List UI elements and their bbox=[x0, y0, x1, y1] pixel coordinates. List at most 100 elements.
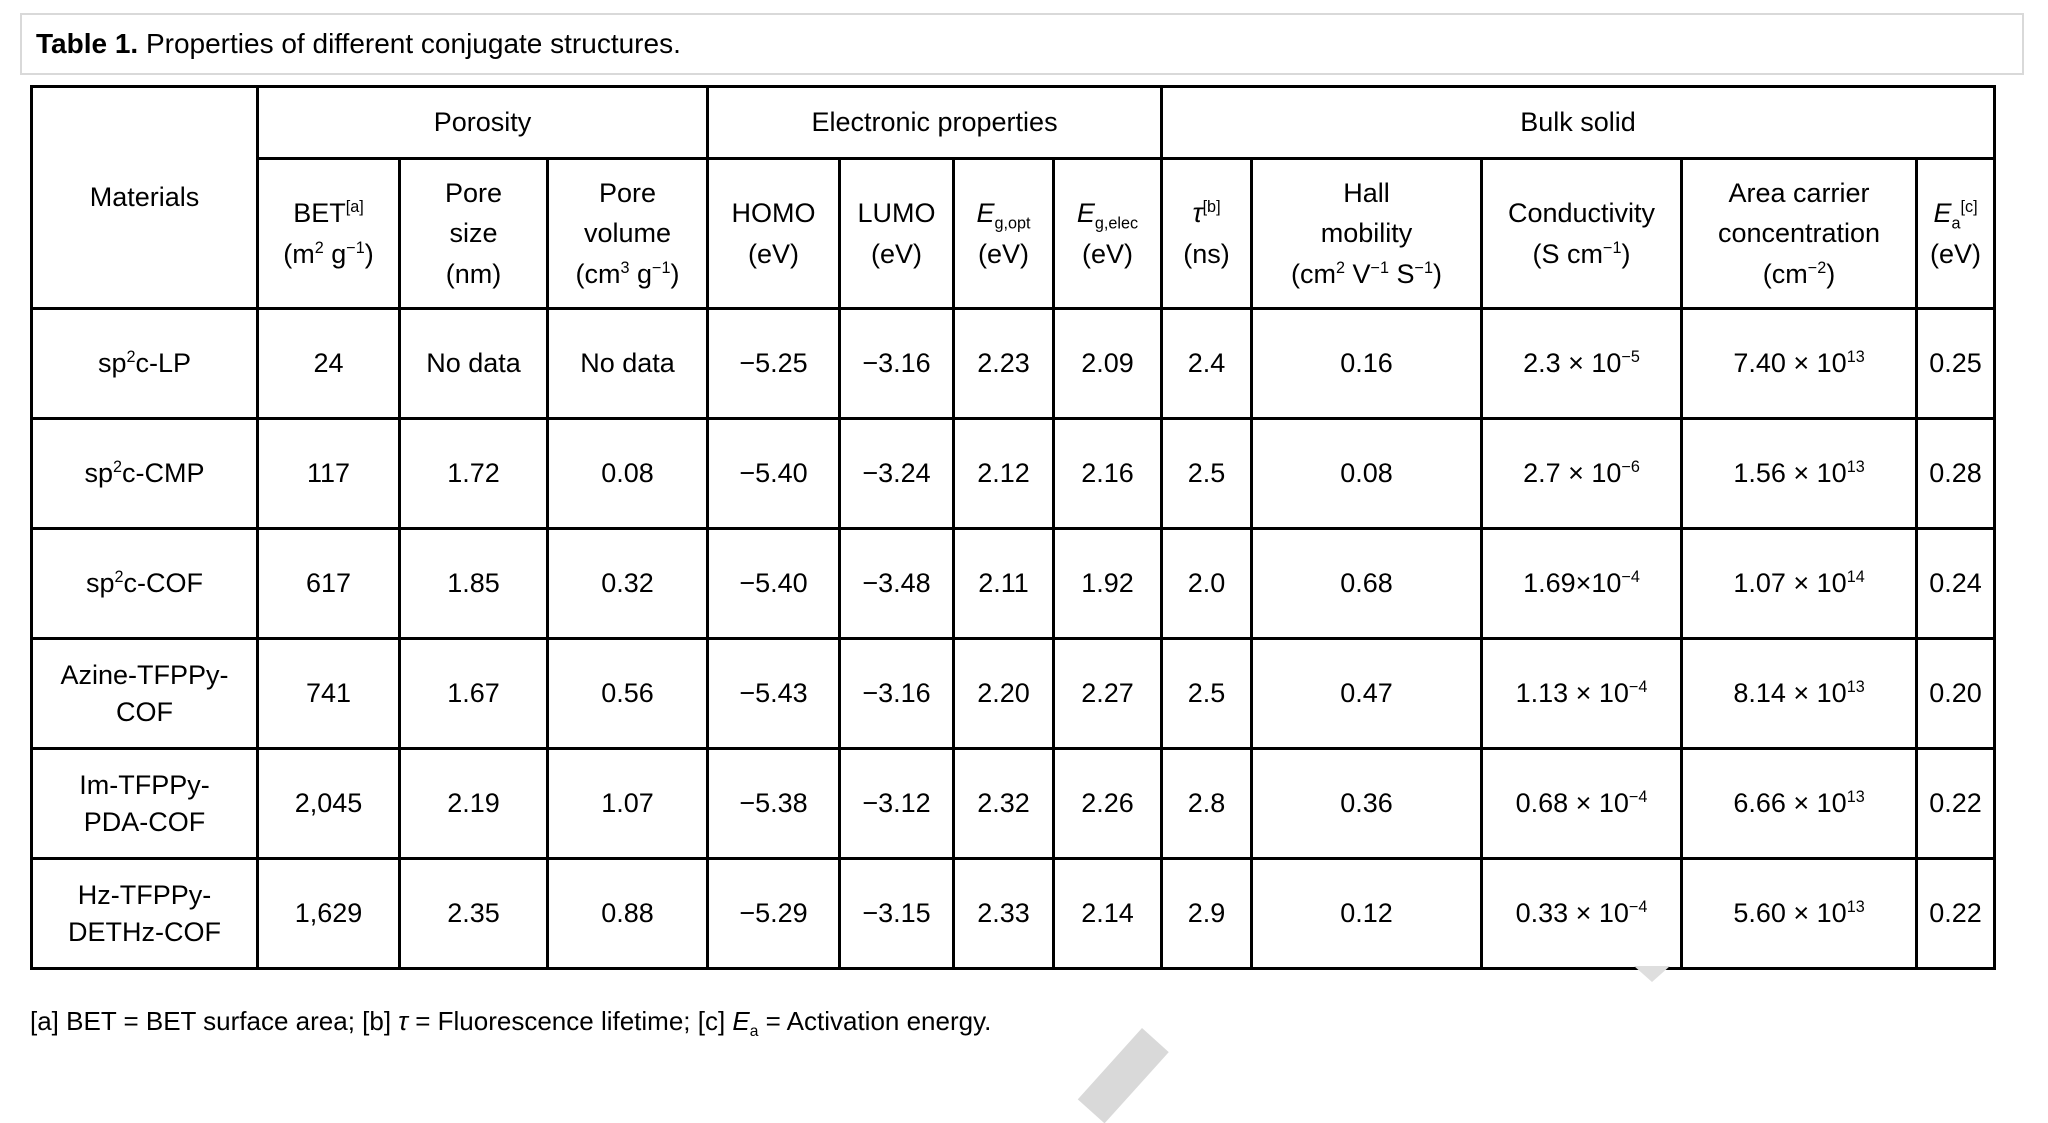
value-cell: −3.24 bbox=[838, 417, 956, 530]
value-cell: 0.12 bbox=[1250, 857, 1484, 970]
value-cell: −5.40 bbox=[706, 417, 842, 530]
value-cell: 2.5 bbox=[1160, 417, 1254, 530]
watermark-triangle-icon bbox=[1634, 966, 1670, 982]
value-cell: 2.35 bbox=[398, 857, 549, 970]
properties-table: Materials Porosity Electronic properties… bbox=[30, 85, 1997, 970]
value-cell: 5.60 × 1013 bbox=[1680, 857, 1919, 970]
value-cell: 2.9 bbox=[1160, 857, 1254, 970]
value-cell: 0.25 bbox=[1915, 307, 1997, 420]
value-cell: 2.3 × 10−5 bbox=[1480, 307, 1684, 420]
value-cell: 0.68 × 10−4 bbox=[1480, 747, 1684, 860]
value-cell: 2.23 bbox=[952, 307, 1056, 420]
value-cell: −3.12 bbox=[838, 747, 956, 860]
value-cell: 6.66 × 1013 bbox=[1680, 747, 1919, 860]
value-cell: 1.92 bbox=[1052, 527, 1164, 640]
value-cell: 1.67 bbox=[398, 637, 549, 750]
col-header-eg-elec: Eg,elec (eV) bbox=[1052, 157, 1164, 310]
value-cell: No data bbox=[545, 307, 710, 420]
material-cell: sp2c-LP bbox=[30, 307, 259, 420]
value-cell: 617 bbox=[256, 527, 401, 640]
col-header-pore-volume: Pore volume (cm3 g−1) bbox=[545, 157, 710, 310]
caption-text: Properties of different conjugate struct… bbox=[138, 28, 681, 59]
value-cell: 0.16 bbox=[1250, 307, 1484, 420]
value-cell: 1.07 × 1014 bbox=[1680, 527, 1919, 640]
value-cell: −5.38 bbox=[706, 747, 842, 860]
value-cell: No data bbox=[398, 307, 549, 420]
col-header-hall-mobility: Hall mobility (cm2 V−1 S−1) bbox=[1250, 157, 1484, 310]
value-cell: 741 bbox=[256, 637, 401, 750]
material-cell: Hz-TFPPy- DETHz-COF bbox=[30, 857, 259, 970]
material-cell: Azine-TFPPy- COF bbox=[30, 637, 259, 750]
value-cell: 0.28 bbox=[1915, 417, 1997, 530]
material-cell: Im-TFPPy- PDA-COF bbox=[30, 747, 259, 860]
value-cell: 2.09 bbox=[1052, 307, 1164, 420]
table-row: sp2c-CMP 117 1.72 0.08 −5.40 −3.24 2.12 2.16 2.5… bbox=[30, 417, 1997, 530]
col-header-conductivity: Conductivity (S cm−1) bbox=[1480, 157, 1684, 310]
col-header-materials: Materials bbox=[30, 85, 259, 310]
value-cell: 0.88 bbox=[545, 857, 710, 970]
value-cell: −3.48 bbox=[838, 527, 956, 640]
value-cell: 0.20 bbox=[1915, 637, 1997, 750]
group-header-bulk-solid: Bulk solid bbox=[1160, 85, 1997, 160]
value-cell: 2.0 bbox=[1160, 527, 1254, 640]
table-row: sp2c-LP 24 No data No data −5.25 −3.16 2.23 2.0… bbox=[30, 307, 1997, 420]
value-cell: 1.56 × 1013 bbox=[1680, 417, 1919, 530]
value-cell: 2.33 bbox=[952, 857, 1056, 970]
value-cell: 1.72 bbox=[398, 417, 549, 530]
value-cell: 0.08 bbox=[1250, 417, 1484, 530]
value-cell: 2.27 bbox=[1052, 637, 1164, 750]
group-header-porosity: Porosity bbox=[255, 85, 710, 160]
value-cell: 0.22 bbox=[1915, 857, 1997, 970]
material-cell: sp2c-COF bbox=[30, 527, 259, 640]
group-header-row: Materials Porosity Electronic properties… bbox=[30, 85, 1997, 310]
material-cell: sp2c-CMP bbox=[30, 417, 259, 530]
value-cell: 0.68 bbox=[1250, 527, 1484, 640]
col-header-tau: τ[b] (ns) bbox=[1160, 157, 1254, 310]
value-cell: −3.15 bbox=[838, 857, 956, 970]
col-header-homo: HOMO (eV) bbox=[706, 157, 842, 310]
value-cell: 7.40 × 1013 bbox=[1680, 307, 1919, 420]
value-cell: 2.4 bbox=[1160, 307, 1254, 420]
value-cell: −5.25 bbox=[706, 307, 842, 420]
value-cell: −5.29 bbox=[706, 857, 842, 970]
value-cell: −5.43 bbox=[706, 637, 842, 750]
value-cell: −5.40 bbox=[706, 527, 842, 640]
value-cell: 1.69×10−4 bbox=[1480, 527, 1684, 640]
group-header-electronic-properties: Electronic properties bbox=[706, 85, 1164, 160]
col-header-pore-size: Pore size (nm) bbox=[398, 157, 549, 310]
value-cell: 2.14 bbox=[1052, 857, 1164, 970]
table-row: Hz-TFPPy- DETHz-COF 1,629 2.35 0.88 −5.29 −3.1… bbox=[30, 857, 1997, 970]
table-row: Azine-TFPPy- COF 741 1.67 0.56 −5.43 −3.16 2.20… bbox=[30, 637, 1997, 750]
value-cell: 1.13 × 10−4 bbox=[1480, 637, 1684, 750]
col-header-eg-opt: Eg,opt (eV) bbox=[952, 157, 1056, 310]
value-cell: 2.8 bbox=[1160, 747, 1254, 860]
value-cell: 0.24 bbox=[1915, 527, 1997, 640]
col-header-lumo: LUMO (eV) bbox=[838, 157, 956, 310]
value-cell: 1.85 bbox=[398, 527, 549, 640]
value-cell: 2.7 × 10−6 bbox=[1480, 417, 1684, 530]
value-cell: 0.32 bbox=[545, 527, 710, 640]
value-cell: 2.26 bbox=[1052, 747, 1164, 860]
caption-label: Table 1. bbox=[36, 28, 139, 59]
value-cell: 0.33 × 10−4 bbox=[1480, 857, 1684, 970]
value-cell: −3.16 bbox=[838, 307, 956, 420]
watermark-stripe bbox=[1077, 1028, 1169, 1123]
col-header-area-carrier-concentration: Area carrier concentration (cm−2) bbox=[1680, 157, 1919, 310]
value-cell: 1,629 bbox=[256, 857, 401, 970]
value-cell: 0.56 bbox=[545, 637, 710, 750]
value-cell: 2.20 bbox=[952, 637, 1056, 750]
value-cell: −3.16 bbox=[838, 637, 956, 750]
value-cell: 24 bbox=[256, 307, 401, 420]
table-body: sp2c-LP 24 No data No data −5.25 −3.16 2.23 2.0… bbox=[30, 307, 1997, 970]
value-cell: 2,045 bbox=[256, 747, 401, 860]
value-cell: 2.5 bbox=[1160, 637, 1254, 750]
value-cell: 0.22 bbox=[1915, 747, 1997, 860]
value-cell: 0.08 bbox=[545, 417, 710, 530]
table-footnote: [a] BET = BET surface area; [b] τ = Fluo… bbox=[30, 1006, 992, 1041]
value-cell: 2.32 bbox=[952, 747, 1056, 860]
table-row: sp2c-COF 617 1.85 0.32 −5.40 −3.48 2.11 1.92 2.0… bbox=[30, 527, 1997, 640]
value-cell: 2.12 bbox=[952, 417, 1056, 530]
table-caption: Table 1. Properties of different conjuga… bbox=[20, 13, 2024, 75]
value-cell: 0.36 bbox=[1250, 747, 1484, 860]
value-cell: 0.47 bbox=[1250, 637, 1484, 750]
